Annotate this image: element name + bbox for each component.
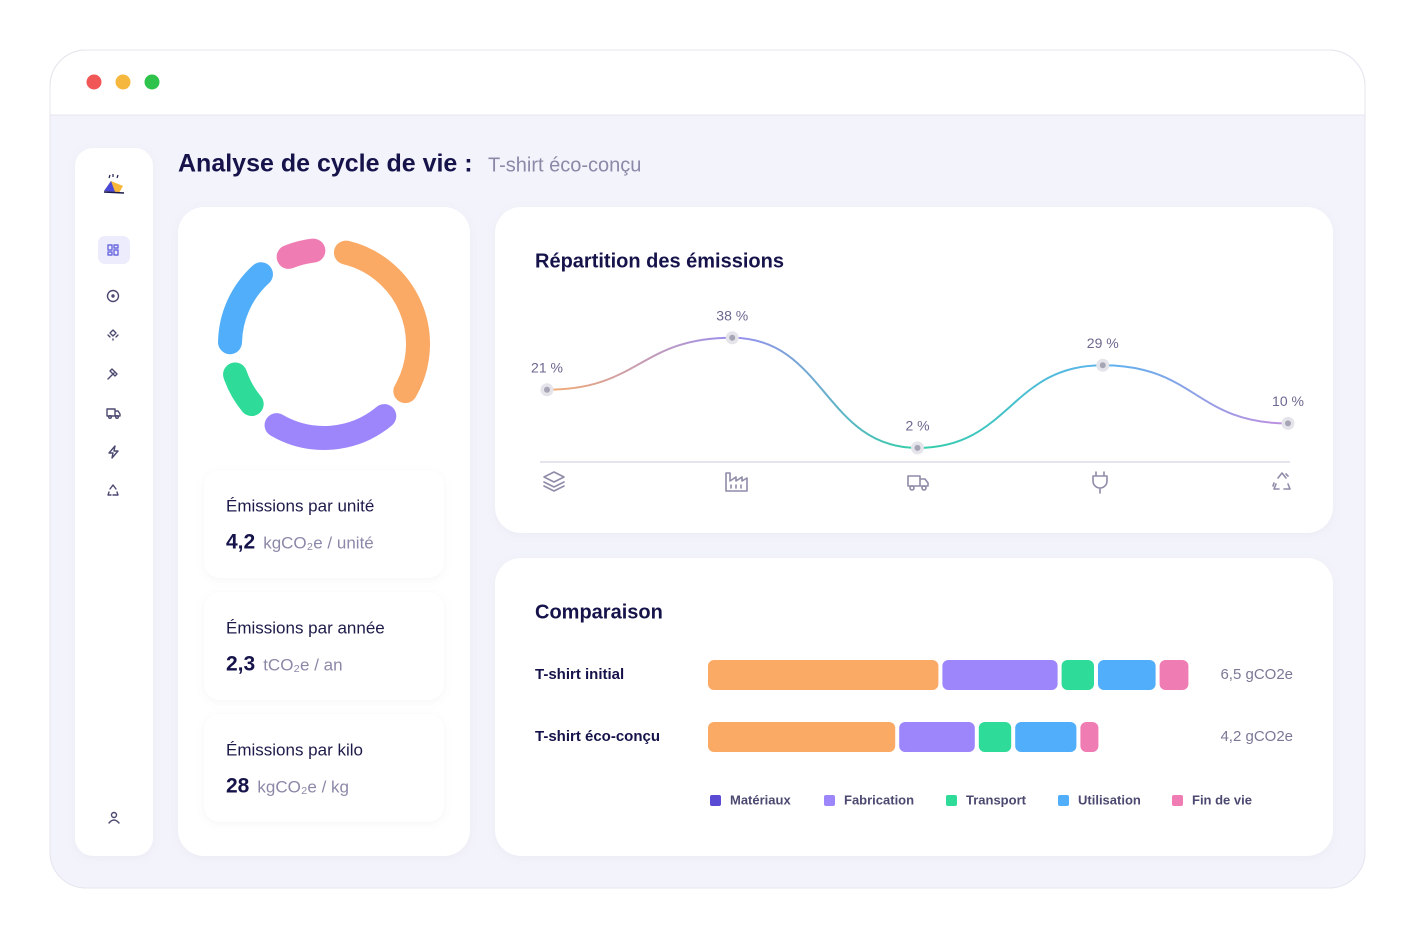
data-point: [1099, 362, 1106, 369]
icon-transport: [907, 475, 929, 491]
bar-segment: [1159, 660, 1189, 690]
legend-label: Fin de vie: [1192, 792, 1252, 807]
line-chart-title: Répartition des émissions: [535, 250, 784, 272]
legend-label: Fabrication: [844, 792, 914, 807]
data-point: [544, 386, 550, 393]
value-label: 21 %: [531, 359, 563, 375]
legend-label: Utilisation: [1078, 792, 1141, 807]
bar-chart-title: Comparaison: [535, 601, 663, 623]
donut-segment: [218, 262, 273, 355]
bar-segment: [942, 660, 1058, 690]
stat-card: [204, 592, 444, 700]
donut-segment: [223, 362, 264, 417]
icon-materials: [543, 471, 565, 492]
icon-end-of-life: [1272, 472, 1291, 490]
donut-segment: [333, 240, 430, 404]
stat-card: [204, 470, 444, 578]
stat-label: Émissions par année: [226, 618, 385, 637]
line-card: [495, 207, 1333, 533]
bar-category: T-shirt initial: [535, 666, 624, 683]
data-point: [914, 444, 921, 451]
stat-unit: kgCO₂e / kg: [257, 777, 349, 796]
bar-segment: [1098, 660, 1156, 690]
icon-usage: [1092, 471, 1108, 494]
legend-label: Transport: [966, 792, 1027, 807]
logo[interactable]: [103, 174, 125, 194]
bar-segment: [708, 660, 939, 690]
sidebar-panel: [75, 148, 153, 856]
nav-components[interactable]: [107, 329, 119, 341]
data-point: [729, 334, 736, 341]
stat-unit: tCO₂e / an: [263, 655, 342, 674]
stat-unit: kgCO₂e / unité: [263, 533, 374, 552]
bar-segment: [708, 722, 896, 752]
bar-total: 6,5 gCO2e: [1220, 666, 1293, 683]
bar-chart: T-shirt initial 6,5 gCO2e T-shirt éco-conç…: [535, 660, 1293, 807]
donut-chart: [218, 238, 430, 450]
nav-account[interactable]: [108, 811, 120, 824]
stat-value: 2,3: [226, 653, 255, 676]
nav-dashboard[interactable]: [107, 244, 119, 256]
bar-card: [495, 558, 1333, 856]
legend-swatch: [946, 795, 957, 806]
legend-label: Matériaux: [730, 792, 791, 807]
bar-segment: [1080, 722, 1099, 752]
legend-swatch: [1172, 795, 1183, 806]
icon-manufacturing: [725, 472, 748, 492]
close-button[interactable]: [86, 74, 102, 90]
category-icons: [543, 471, 1291, 494]
stat-value: 28: [226, 775, 250, 798]
sidebar: [75, 148, 153, 856]
nav-target[interactable]: [106, 289, 120, 303]
bar-total: 4,2 gCO2e: [1220, 728, 1293, 745]
line-chart: 21 % 38 % 2 % 29 % 10 %: [531, 307, 1304, 455]
bar-segment: [1061, 660, 1094, 690]
donut-segment: [276, 238, 326, 269]
bar-segment: [899, 722, 975, 752]
value-label: 29 %: [1087, 335, 1119, 351]
minimize-button[interactable]: [115, 74, 131, 90]
maximize-button[interactable]: [144, 74, 160, 90]
stat-label: Émissions par kilo: [226, 740, 363, 759]
page-title: Analyse de cycle de vie :: [178, 150, 473, 178]
legend-swatch: [1058, 795, 1069, 806]
stat-label: Émissions par unité: [226, 496, 374, 515]
data-point: [1285, 420, 1291, 427]
stat-card: [204, 714, 444, 822]
nav-tools[interactable]: [107, 368, 118, 380]
donut-segment: [264, 404, 397, 450]
stat-value: 4,2: [226, 531, 255, 554]
value-label: 2 %: [905, 418, 929, 434]
value-label: 38 %: [716, 307, 748, 323]
bar-segment: [1015, 722, 1077, 752]
legend-swatch: [824, 795, 835, 806]
nav-recycle[interactable]: [107, 484, 119, 496]
value-label: 10 %: [1272, 393, 1304, 409]
page-subtitle: T-shirt éco-conçu: [488, 154, 641, 176]
bar-segment: [978, 722, 1012, 752]
stats: Émissions par unité 4,2 kgCO₂e / unité Émis…: [204, 470, 444, 822]
nav-energy[interactable]: [108, 445, 119, 459]
bar-category: T-shirt éco-conçu: [535, 728, 660, 745]
nav-transport[interactable]: [106, 408, 121, 420]
window-outline: [49, 49, 1366, 889]
legend-swatch: [710, 795, 721, 806]
